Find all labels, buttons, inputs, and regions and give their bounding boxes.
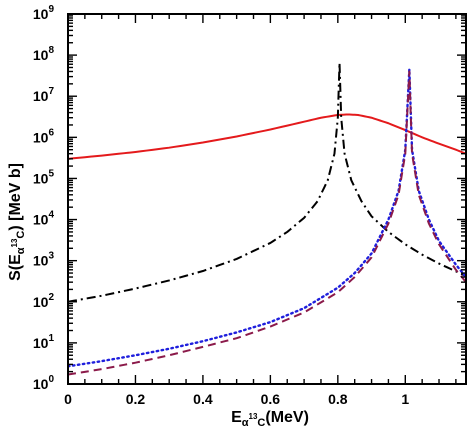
- x-tick-label: 1: [401, 391, 409, 407]
- y-axis-title: S(Eα13C) [MeV b]: [7, 163, 27, 281]
- tick-layer: [67, 13, 466, 385]
- y-tick-label: 108: [33, 45, 55, 63]
- series-line-4-dashed: [68, 70, 466, 376]
- y-tick-label: 107: [33, 86, 55, 104]
- x-tick-label: 0.8: [328, 391, 348, 407]
- x-tick-label: 0.6: [261, 391, 281, 407]
- y-tick-labels: 100 101 102 103 104 105 106 107 108 109: [33, 4, 55, 392]
- x-tick-labels: 0 0.2 0.4 0.6 0.8 1: [64, 391, 409, 407]
- y-tick-label: 100: [33, 374, 55, 392]
- x-tick-label: 0.2: [126, 391, 146, 407]
- series-line-3-dotted: [68, 68, 466, 368]
- y-tick-label: 101: [33, 333, 55, 351]
- y-tick-label: 103: [33, 251, 55, 269]
- series-layer: [68, 61, 466, 376]
- y-tick-label: 102: [33, 292, 55, 310]
- y-tick-label: 105: [33, 168, 55, 186]
- y-tick-label: 109: [33, 4, 55, 22]
- x-tick-label: 0.4: [193, 391, 213, 407]
- plot-frame: [67, 13, 467, 385]
- series-line-2-dashdot: [68, 61, 466, 303]
- x-tick-label: 0: [64, 391, 72, 407]
- y-tick-label: 104: [33, 210, 55, 228]
- y-tick-label: 106: [33, 127, 55, 145]
- x-axis-title: Eα13C(MeV): [231, 409, 309, 429]
